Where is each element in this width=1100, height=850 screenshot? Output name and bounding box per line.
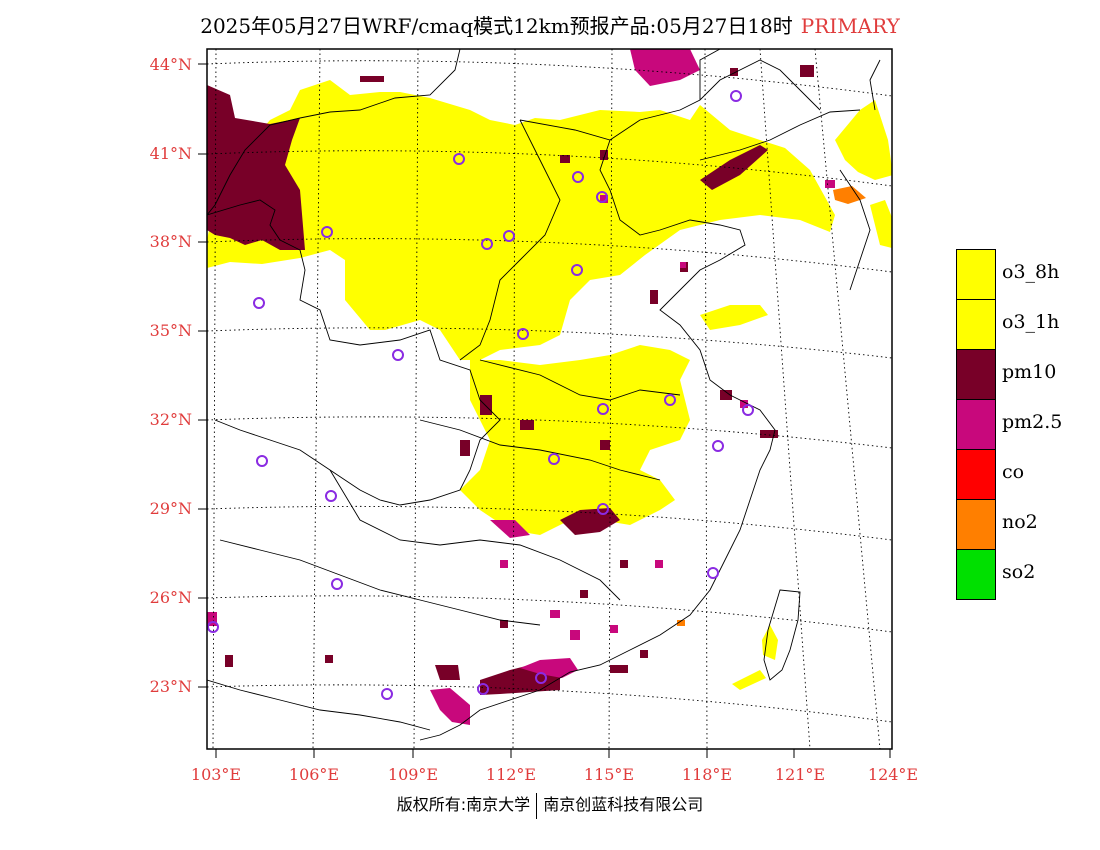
copyright-right: 南京创蓝科技有限公司 (543, 795, 704, 814)
legend-swatch (956, 449, 996, 500)
pm25-region-north (630, 49, 700, 86)
legend-label: so2 (1002, 561, 1036, 583)
copyright: 版权所有:南京大学 南京创蓝科技有限公司 (0, 791, 1100, 819)
legend-swatch (956, 249, 996, 300)
axis-ticks (198, 63, 891, 758)
no2-spot-fujian (677, 620, 685, 626)
o3-region-east-coast (870, 200, 892, 248)
legend-swatch (956, 299, 996, 350)
no2-region-north-korea (833, 186, 866, 204)
o3-region-shandong (700, 305, 768, 330)
copyright-separator (536, 792, 538, 819)
pm10-region-northwest (207, 85, 305, 250)
boundaries (207, 49, 881, 741)
lon-label-124: 124°E (867, 765, 919, 784)
o3-region-north (207, 80, 835, 360)
lon-label-109: 109°E (387, 765, 439, 784)
pm10-region-central (560, 508, 620, 535)
lon-label-106: 106°E (288, 765, 340, 784)
legend-label: co (1002, 461, 1025, 483)
legend-label: pm10 (1002, 361, 1057, 383)
lat-label-35: 35°N (149, 321, 192, 340)
pm25-scatter (207, 180, 835, 640)
lon-label-103: 103°E (190, 765, 242, 784)
graticule (207, 49, 892, 749)
station-markers (207, 90, 754, 700)
o3-region-taiwan (762, 625, 778, 660)
lon-label-115: 115°E (583, 765, 635, 784)
pm25-region-guangdong (520, 658, 578, 678)
lat-label-32: 32°N (149, 410, 192, 429)
legend-swatch (956, 349, 996, 400)
title-main: 2025年05月27日WRF/cmaq模式12km预报产品:05月27日18时 (200, 14, 793, 38)
o3-region-taiwan-strait (732, 670, 766, 690)
legend-label: o3_1h (1002, 311, 1060, 333)
lat-label-38: 38°N (149, 232, 192, 251)
legend-label: no2 (1002, 511, 1038, 533)
legend-label: pm2.5 (1002, 411, 1063, 433)
map-title: 2025年05月27日WRF/cmaq模式12km预报产品:05月27日18时 P… (0, 10, 1100, 39)
pm25-region-central (490, 520, 530, 538)
lon-label-112: 112°E (485, 765, 537, 784)
legend-label: o3_8h (1002, 261, 1060, 283)
legend-swatch (956, 499, 996, 550)
pm25-region-guangxi (430, 688, 470, 725)
lon-label-121: 121°E (774, 765, 826, 784)
lat-label-29: 29°N (149, 499, 192, 518)
legend-swatch (956, 399, 996, 450)
map-frame (206, 48, 893, 750)
lat-label-23: 23°N (149, 677, 192, 696)
pm10-region-beijing (700, 145, 768, 190)
lat-label-41: 41°N (149, 144, 192, 163)
lat-label-44: 44°N (149, 55, 192, 74)
title-tag: PRIMARY (800, 14, 900, 38)
pm10-region-guangxi (435, 665, 460, 680)
copyright-left: 版权所有:南京大学 (396, 795, 531, 814)
lat-label-26: 26°N (149, 588, 192, 607)
o3-region-central (460, 345, 690, 535)
legend-swatch (956, 549, 996, 600)
o3-region-north-east (835, 100, 892, 180)
lon-label-118: 118°E (681, 765, 733, 784)
